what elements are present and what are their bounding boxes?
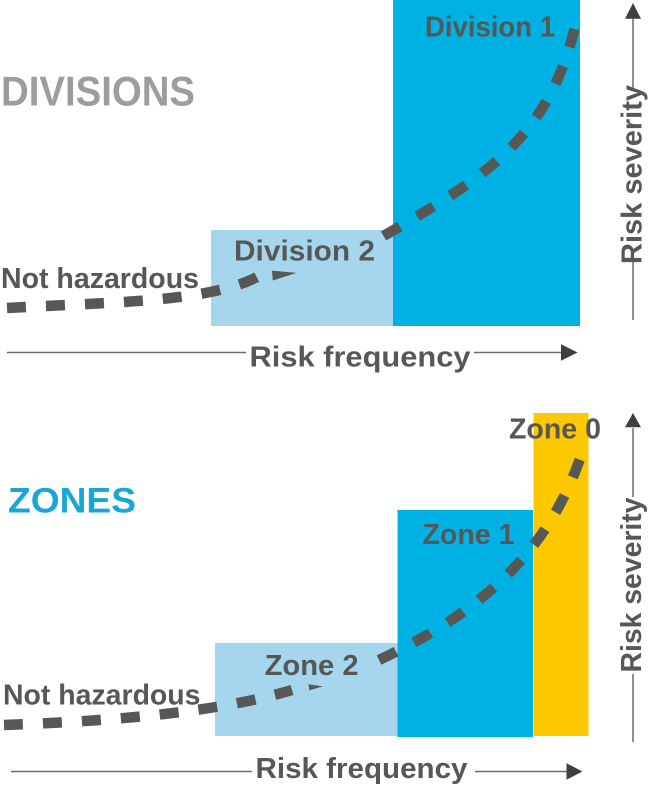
svg-text:Risk severity: Risk severity bbox=[617, 85, 649, 264]
svg-text:Zone 2: Zone 2 bbox=[265, 650, 359, 682]
svg-text:Risk severity: Risk severity bbox=[616, 498, 648, 673]
svg-text:ZONES: ZONES bbox=[8, 482, 136, 521]
svg-text:Not hazardous: Not hazardous bbox=[3, 679, 201, 711]
svg-text:Risk frequency: Risk frequency bbox=[250, 342, 471, 374]
svg-text:Zone 0: Zone 0 bbox=[509, 413, 601, 445]
svg-text:Risk frequency: Risk frequency bbox=[256, 753, 468, 785]
svg-text:Division 2: Division 2 bbox=[234, 236, 375, 268]
svg-text:Not hazardous: Not hazardous bbox=[1, 263, 199, 295]
svg-text:DIVISIONS: DIVISIONS bbox=[1, 68, 195, 115]
svg-text:Division 1: Division 1 bbox=[425, 12, 555, 44]
svg-text:Zone 1: Zone 1 bbox=[423, 519, 515, 551]
